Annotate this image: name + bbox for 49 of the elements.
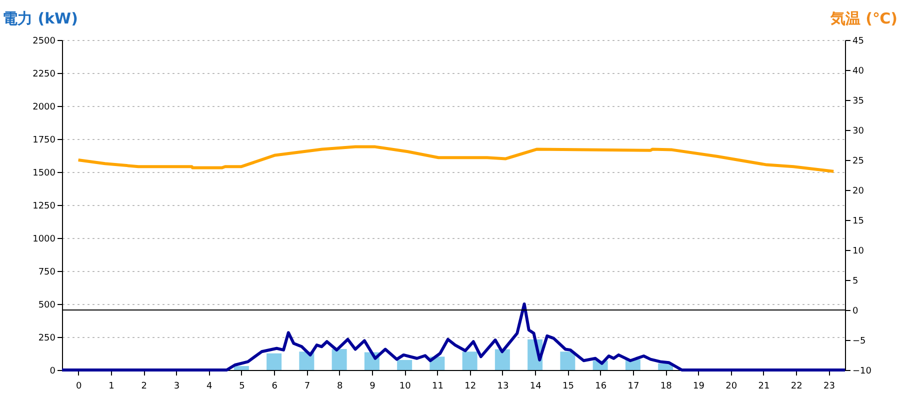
x-tick-label: 21 — [758, 382, 770, 392]
y2-tick-label: 20 — [852, 186, 864, 196]
y-tick-label: 1000 — [32, 234, 56, 244]
x-tick-label: 16 — [595, 382, 607, 392]
x-tick-label: 13 — [497, 382, 509, 392]
y-tick-label: 1750 — [32, 136, 56, 146]
y-tick-label: 0 — [50, 366, 56, 376]
y2-tick-label: 40 — [852, 66, 864, 76]
y-tick-label: 250 — [38, 334, 56, 344]
x-tick-label: 17 — [628, 382, 640, 392]
x-tick-label: 9 — [370, 382, 376, 392]
x-tick-label: 2 — [141, 382, 147, 392]
x-tick-label: 7 — [304, 382, 310, 392]
y2-tick-label: 5 — [852, 276, 858, 286]
x-tick-label: 1 — [108, 382, 114, 392]
x-tick-label: 12 — [464, 382, 476, 392]
y2-tick-label: 10 — [852, 246, 864, 256]
y2-tick-label: 45 — [852, 36, 864, 46]
x-tick-label: 20 — [726, 382, 738, 392]
x-tick-label: 10 — [399, 382, 412, 392]
y2-tick-label: 30 — [852, 126, 864, 136]
y-tick-label: 500 — [38, 300, 56, 310]
y-tick-label: 2500 — [32, 36, 56, 46]
y2-tick-label: 15 — [852, 216, 864, 226]
y2-tick-label: 35 — [852, 96, 864, 106]
x-tick-label: 18 — [660, 382, 672, 392]
y-tick-label: 2000 — [32, 102, 56, 112]
y-tick-label: 1500 — [32, 168, 56, 178]
x-tick-label: 3 — [174, 382, 180, 392]
x-tick-label: 6 — [272, 382, 278, 392]
y-axis-title: 電力 (kW) — [2, 10, 78, 28]
x-tick-label: 8 — [336, 382, 343, 392]
y2-tick-label: −10 — [852, 366, 872, 376]
x-tick-label: 15 — [562, 382, 574, 392]
x-tick-label: 14 — [530, 382, 542, 392]
y-tick-label: 750 — [38, 268, 56, 278]
x-tick-label: 4 — [206, 382, 212, 392]
x-tick-label: 0 — [76, 382, 82, 392]
y2-tick-label: 0 — [852, 306, 858, 316]
x-tick-label: 22 — [790, 382, 802, 392]
y-tick-label: 2250 — [32, 70, 56, 80]
x-tick-label: 23 — [823, 382, 835, 392]
y2-axis-title: 気温 (℃) — [829, 10, 898, 28]
x-tick-label: 11 — [432, 382, 444, 392]
y2-tick-label: −5 — [852, 336, 866, 346]
x-tick-label: 5 — [239, 382, 245, 392]
x-tick-label: 19 — [692, 382, 705, 392]
y2-tick-label: 25 — [852, 156, 864, 166]
y-tick-label: 1250 — [32, 202, 56, 212]
